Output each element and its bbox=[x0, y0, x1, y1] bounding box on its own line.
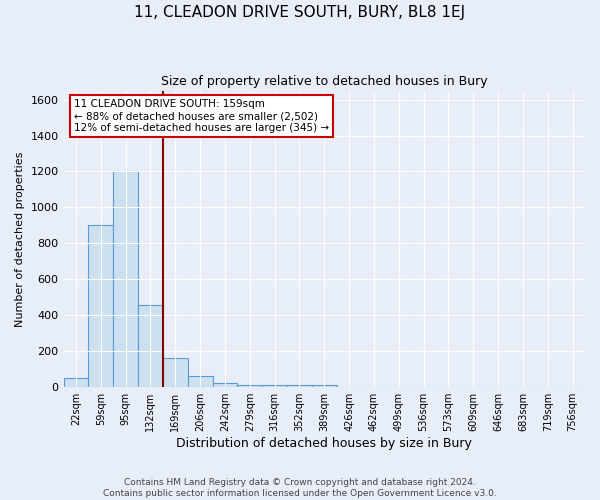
Text: Contains HM Land Registry data © Crown copyright and database right 2024.
Contai: Contains HM Land Registry data © Crown c… bbox=[103, 478, 497, 498]
Bar bbox=[113, 172, 138, 387]
Bar bbox=[64, 378, 88, 387]
Y-axis label: Number of detached properties: Number of detached properties bbox=[15, 151, 25, 326]
Title: Size of property relative to detached houses in Bury: Size of property relative to detached ho… bbox=[161, 75, 488, 88]
Bar bbox=[188, 376, 212, 387]
Bar bbox=[138, 304, 163, 387]
Bar bbox=[287, 386, 312, 387]
Bar bbox=[163, 358, 188, 387]
Bar bbox=[312, 386, 337, 387]
Bar bbox=[238, 384, 262, 387]
X-axis label: Distribution of detached houses by size in Bury: Distribution of detached houses by size … bbox=[176, 437, 472, 450]
Bar bbox=[262, 386, 287, 387]
Text: 11, CLEADON DRIVE SOUTH, BURY, BL8 1EJ: 11, CLEADON DRIVE SOUTH, BURY, BL8 1EJ bbox=[134, 5, 466, 20]
Bar bbox=[212, 382, 238, 387]
Text: 11 CLEADON DRIVE SOUTH: 159sqm
← 88% of detached houses are smaller (2,502)
12% : 11 CLEADON DRIVE SOUTH: 159sqm ← 88% of … bbox=[74, 100, 329, 132]
Bar bbox=[88, 226, 113, 387]
